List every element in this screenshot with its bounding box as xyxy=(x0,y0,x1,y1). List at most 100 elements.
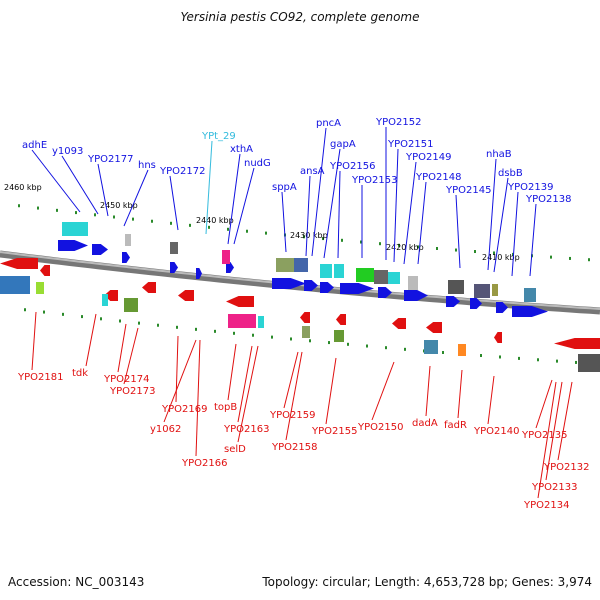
forward-gene-arrow xyxy=(196,268,202,279)
reverse-gene-arrow xyxy=(226,296,254,307)
scale-tick xyxy=(132,217,134,221)
scale-tick xyxy=(366,344,368,348)
bottom-label-leader xyxy=(371,361,395,421)
forward-gene-arrow xyxy=(512,306,548,317)
scale-tick xyxy=(518,356,520,360)
scale-tick xyxy=(556,359,558,363)
cog-block xyxy=(36,282,44,294)
scale-tick xyxy=(170,221,172,225)
top-label-leader xyxy=(233,167,255,245)
forward-gene-arrow xyxy=(378,287,392,298)
bottom-gene-label: fadR xyxy=(444,420,467,431)
scale-tick xyxy=(18,204,20,208)
bottom-label-leader xyxy=(237,345,253,423)
top-gene-label: adhE xyxy=(22,140,47,151)
scale-tick xyxy=(309,339,311,343)
cog-block xyxy=(424,340,438,354)
top-label-leader xyxy=(281,191,287,253)
scale-tick xyxy=(442,350,444,354)
scale-label: 2420 kbp xyxy=(386,243,424,252)
bottom-label-leader xyxy=(237,345,259,443)
top-gene-label: YPO2156 xyxy=(329,161,375,172)
top-gene-label: dsbB xyxy=(498,168,523,179)
top-gene-label: hns xyxy=(138,160,156,171)
scale-tick xyxy=(75,211,77,215)
bottom-label-leader xyxy=(487,375,495,425)
scale-tick xyxy=(119,319,121,323)
bottom-label-leader xyxy=(457,369,463,419)
scale-tick xyxy=(474,250,476,254)
bottom-label-leader xyxy=(163,339,197,423)
reverse-gene-arrow xyxy=(178,290,194,301)
top-label-leader xyxy=(123,169,149,227)
scale-tick xyxy=(265,231,267,235)
cog-block xyxy=(0,276,30,294)
scale-tick xyxy=(113,215,115,219)
scale-tick xyxy=(493,251,495,255)
cog-block xyxy=(170,242,178,254)
forward-gene-arrow xyxy=(226,262,234,273)
top-label-leader xyxy=(337,170,341,259)
cog-block xyxy=(125,234,131,246)
bottom-label-leader xyxy=(227,343,237,401)
top-gene-label: YPO2152 xyxy=(375,117,421,128)
scale-tick xyxy=(569,256,571,260)
bottom-label-leader xyxy=(175,335,179,403)
scale-tick xyxy=(385,346,387,350)
cog-block xyxy=(222,250,230,264)
scale-tick xyxy=(303,235,305,239)
scale-tick xyxy=(290,337,292,341)
cog-block xyxy=(374,270,388,284)
forward-gene-arrow xyxy=(470,298,482,309)
scale-tick xyxy=(81,315,83,319)
bottom-label-leader xyxy=(325,357,337,425)
bottom-label-leader xyxy=(195,339,201,457)
bottom-gene-label: selD xyxy=(224,444,246,455)
reverse-gene-arrow xyxy=(40,265,50,276)
cog-block xyxy=(388,272,400,284)
forward-gene-arrow xyxy=(340,283,374,294)
bottom-gene-label: YPO2134 xyxy=(523,500,569,511)
bottom-gene-label: YPO2158 xyxy=(271,442,317,453)
scale-tick xyxy=(417,245,419,249)
bottom-label-leader xyxy=(123,327,139,385)
bottom-label-leader xyxy=(537,381,557,499)
top-gene-label: nudG xyxy=(244,158,271,169)
scale-tick xyxy=(43,310,45,314)
forward-gene-arrow xyxy=(58,240,88,251)
bottom-label-leader xyxy=(425,365,431,417)
scale-tick xyxy=(214,329,216,333)
top-label-leader xyxy=(529,203,537,277)
scale-tick xyxy=(341,238,343,242)
cog-block xyxy=(334,330,344,342)
scale-tick xyxy=(379,242,381,246)
forward-gene-arrow xyxy=(320,282,334,293)
scale-tick xyxy=(157,323,159,327)
top-label-leader xyxy=(31,149,81,213)
top-label-leader xyxy=(97,163,109,217)
bottom-label-leader xyxy=(283,351,299,409)
reverse-gene-arrow xyxy=(142,282,156,293)
top-gene-label: YPO2151 xyxy=(387,139,433,150)
cog-block xyxy=(248,314,256,328)
top-label-leader xyxy=(323,148,341,259)
cog-block xyxy=(334,264,344,278)
bottom-gene-label: YPO2132 xyxy=(543,462,589,473)
reverse-gene-arrow xyxy=(392,318,406,329)
top-gene-label: pncA xyxy=(316,118,341,129)
genome-summary-text: Topology: circular; Length: 4,653,728 bp… xyxy=(262,575,592,589)
scale-tick xyxy=(62,312,64,316)
cog-block xyxy=(294,258,308,272)
reverse-gene-arrow xyxy=(426,322,442,333)
scale-tick xyxy=(512,252,514,256)
forward-gene-arrow xyxy=(304,280,318,291)
scale-tick xyxy=(138,321,140,325)
genome-title: Yersinia pestis CO92, complete genome xyxy=(180,10,420,24)
scale-tick xyxy=(436,246,438,250)
scale-label: 2430 kbp xyxy=(290,231,328,240)
top-gene-label: y1093 xyxy=(52,146,83,157)
bottom-label-leader xyxy=(535,379,553,429)
bottom-gene-label: YPO2181 xyxy=(17,372,63,383)
top-label-leader xyxy=(417,181,427,265)
